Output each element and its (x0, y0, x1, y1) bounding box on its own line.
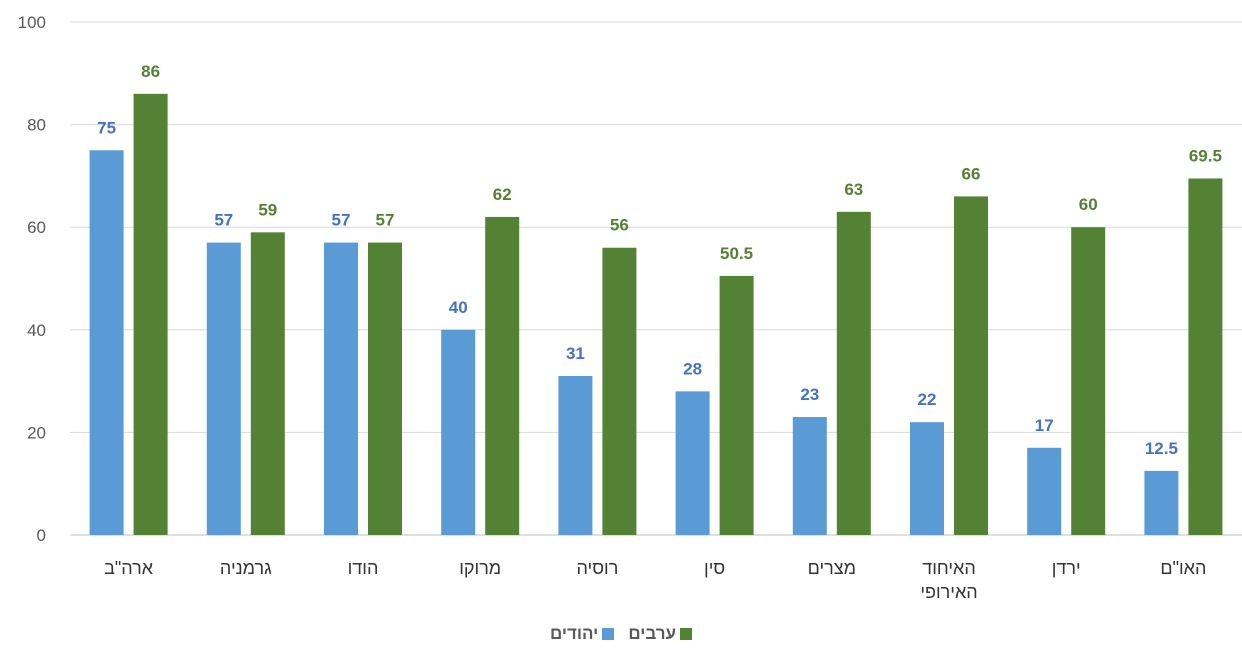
bar-series-1 (675, 391, 710, 535)
x-tick-label: מרוקו (459, 558, 501, 578)
legend-item-series-2: ערבים (628, 624, 693, 644)
y-tick-label: 0 (37, 526, 46, 545)
data-label-series-2: 69.5 (1189, 146, 1222, 165)
gridlines (70, 21, 1242, 536)
data-label-series-1: 12.5 (1145, 439, 1178, 458)
legend-label-series-1: יהודים (549, 624, 599, 643)
data-label-series-2: 63 (844, 180, 863, 199)
data-label-series-2: 57 (376, 211, 395, 230)
x-tick-label: גרמניה (220, 558, 272, 578)
bar-series-2 (836, 211, 871, 535)
data-label-series-2: 86 (141, 62, 160, 81)
legend: ערבים יהודים (0, 624, 1242, 644)
bar-series-2 (485, 216, 520, 535)
bar-series-2 (954, 196, 988, 536)
bar-series-2 (602, 247, 637, 535)
legend-swatch-series-1 (602, 628, 615, 640)
bar-series-2 (1071, 227, 1106, 535)
data-label-series-1: 57 (332, 211, 351, 230)
x-tick-label: האירופי (920, 582, 977, 602)
bar-series-2 (133, 93, 168, 535)
bar-series-2 (719, 275, 754, 535)
data-label-series-1: 40 (449, 298, 468, 317)
data-labels: 75 86 57 59 57 57 40 62 31 56 28 50.5 23 63 22 66 17 60 12… (97, 62, 1222, 458)
data-label-series-1: 31 (566, 344, 585, 363)
bar-series-1 (792, 417, 827, 535)
x-tick-label: האו"ם (1160, 558, 1206, 578)
y-tick-label: 20 (27, 423, 46, 442)
bar-series-1 (324, 242, 358, 535)
data-label-series-1: 22 (918, 390, 937, 409)
data-label-series-1: 23 (800, 385, 819, 404)
x-tick-label: ירדן (1052, 558, 1081, 578)
x-axis-ticks: ארה"ב גרמניה הודו מרוקו רוסיה סין מצרים האיחוד ה… (104, 558, 1206, 602)
x-tick-label: מצרים (808, 558, 856, 578)
legend-swatch-series-2 (680, 628, 693, 640)
legend-item-series-1: יהודים (549, 624, 615, 644)
bar-series-1 (206, 242, 241, 535)
bar-series-1 (1144, 470, 1179, 535)
data-label-series-2: 50.5 (720, 244, 753, 263)
bar-series-2 (368, 242, 402, 535)
bar-series-1 (1027, 447, 1062, 535)
x-tick-label: ארה"ב (104, 558, 154, 578)
bar-series-1 (441, 329, 476, 535)
y-axis-ticks: 0 20 40 60 80 100 (18, 13, 46, 545)
x-tick-label: סין (704, 558, 725, 578)
data-label-series-2: 66 (962, 164, 981, 183)
data-label-series-1: 17 (1035, 416, 1054, 435)
x-tick-label: רוסיה (576, 558, 618, 578)
data-label-series-1: 75 (97, 118, 116, 137)
y-tick-label: 40 (27, 321, 46, 340)
data-label-series-2: 59 (258, 200, 277, 219)
bars (89, 93, 1223, 536)
bar-series-1 (910, 422, 944, 535)
data-label-series-2: 62 (493, 185, 512, 204)
data-label-series-2: 60 (1079, 195, 1098, 214)
data-label-series-2: 56 (610, 216, 629, 235)
x-tick-label: האיחוד (922, 558, 976, 578)
data-label-series-1: 57 (214, 211, 233, 230)
bar-series-2 (250, 232, 285, 535)
bar-series-1 (558, 375, 593, 535)
bar-series-2 (1188, 178, 1223, 535)
data-label-series-1: 28 (683, 359, 702, 378)
bar-series-1 (89, 150, 124, 535)
legend-label-series-2: ערבים (628, 624, 677, 643)
y-tick-label: 80 (27, 116, 46, 135)
bar-chart: 0 20 40 60 80 100 75 86 57 59 57 57 40 62 31 56 28 50.5 2… (18, 13, 1242, 602)
y-tick-label: 100 (18, 13, 46, 32)
x-tick-label: הודו (348, 558, 379, 578)
y-tick-label: 60 (27, 218, 46, 237)
